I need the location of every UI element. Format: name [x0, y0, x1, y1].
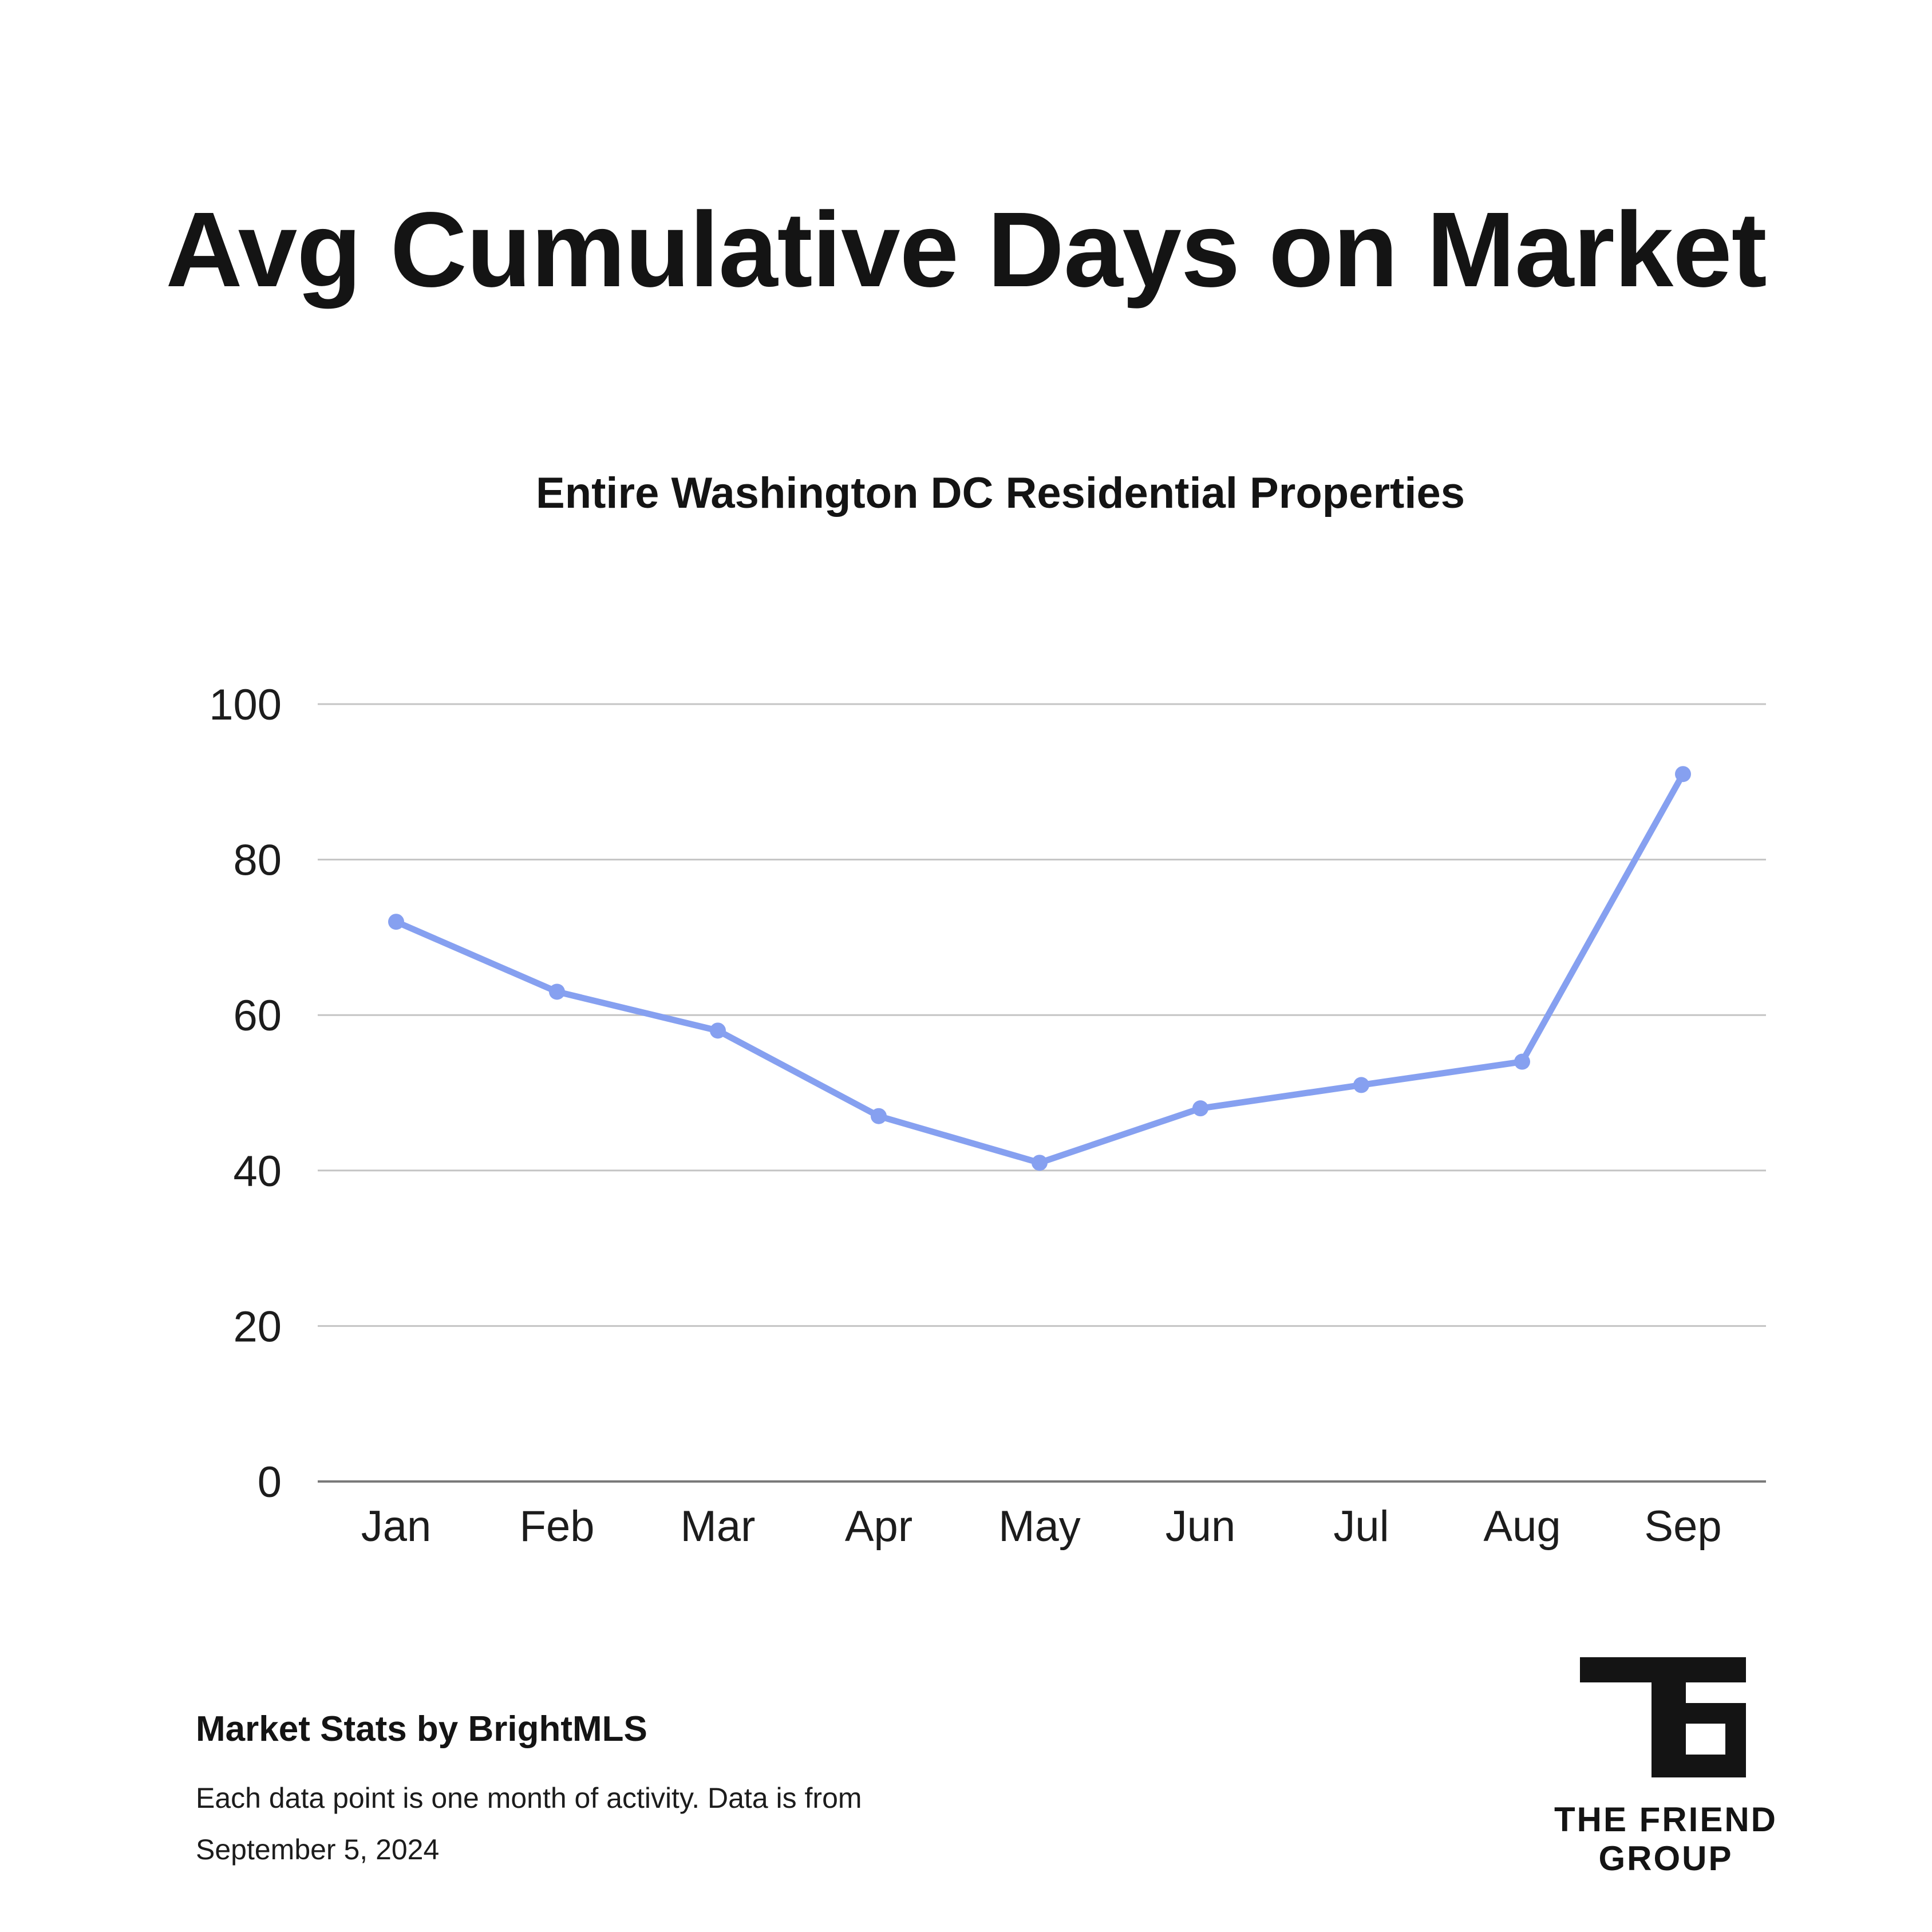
chart-title: Avg Cumulative Days on Market	[165, 191, 1767, 309]
x-tick-label: Jul	[1333, 1502, 1389, 1551]
data-point	[1353, 1077, 1369, 1093]
x-tick-label: May	[998, 1502, 1081, 1551]
footer-note: Each data point is one month of activity…	[196, 1782, 862, 1866]
x-tick-label: Aug	[1483, 1502, 1560, 1551]
gridlines	[318, 703, 1766, 1483]
data-point	[1032, 1155, 1048, 1171]
data-point	[1514, 1053, 1530, 1070]
series-line	[393, 771, 1686, 1166]
y-tick-label: 100	[209, 681, 282, 729]
x-tick-label: Jun	[1165, 1502, 1236, 1551]
data-point	[710, 1022, 726, 1039]
x-tick-label: Mar	[681, 1502, 756, 1551]
data-point	[388, 914, 404, 930]
x-tick-label: Feb	[520, 1502, 595, 1551]
x-tick-label: Sep	[1644, 1502, 1721, 1551]
logo-name-line2: GROUP	[1598, 1839, 1733, 1878]
y-tick-label: 20	[233, 1302, 282, 1351]
data-point	[1192, 1100, 1208, 1117]
x-axis-ticks: Jan Feb Mar Apr May Jun Jul Aug Sep	[361, 1502, 1722, 1551]
y-tick-label: 0	[258, 1458, 282, 1507]
tfg-monogram-icon	[1580, 1657, 1746, 1777]
data-point	[871, 1108, 887, 1124]
data-point	[549, 983, 565, 1000]
y-tick-label: 80	[233, 836, 282, 885]
data-source: Market Stats by BrightMLS	[196, 1709, 647, 1749]
x-tick-label: Apr	[845, 1502, 912, 1551]
y-tick-label: 60	[233, 991, 282, 1040]
data-point	[1675, 766, 1691, 783]
chart-subtitle: Entire Washington DC Residential Propert…	[536, 469, 1465, 517]
series-layer	[388, 766, 1691, 1171]
y-axis-ticks: 0 20 40 60 80 100	[209, 681, 282, 1507]
the-friend-group-logo: THE FRIEND GROUP	[1523, 1657, 1809, 1878]
x-tick-label: Jan	[361, 1502, 432, 1551]
logo-name-line1: THE FRIEND	[1554, 1800, 1777, 1839]
y-tick-label: 40	[233, 1147, 282, 1196]
